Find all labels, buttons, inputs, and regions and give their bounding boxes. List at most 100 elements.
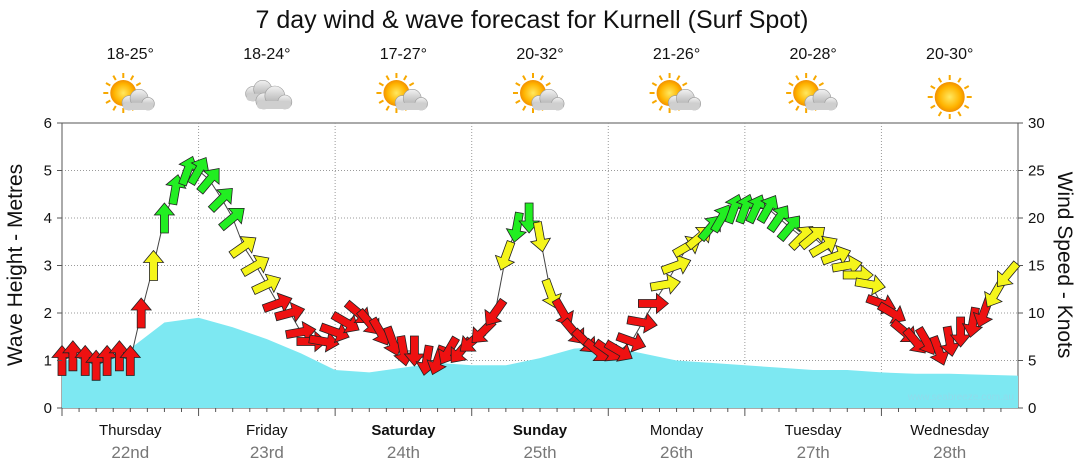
wave-height-area bbox=[62, 317, 1018, 408]
y2-tick-label: 0 bbox=[1028, 400, 1036, 417]
wind-arrow bbox=[638, 292, 670, 315]
partly-cloudy-icon bbox=[786, 73, 838, 113]
day-name: Tuesday bbox=[785, 422, 842, 439]
y-tick-label: 1 bbox=[44, 353, 52, 370]
wind-trace-segment bbox=[232, 217, 245, 247]
wind-arrow bbox=[615, 332, 647, 353]
wind-arrow bbox=[505, 211, 528, 243]
sun-ray bbox=[522, 75, 527, 81]
sun-ray bbox=[957, 77, 962, 83]
sun-ray bbox=[403, 75, 408, 81]
day-date: 26th bbox=[660, 443, 693, 462]
sun-ray bbox=[812, 75, 818, 81]
wind-arrows bbox=[51, 155, 1021, 381]
temperature-range: 18-25° bbox=[107, 46, 154, 63]
wind-arrow bbox=[196, 168, 220, 195]
y-axis-ticks: 0 1 2 3 4 5 6 bbox=[44, 115, 62, 417]
y2-tick-label: 20 bbox=[1028, 210, 1045, 227]
day-name: Sunday bbox=[513, 422, 568, 439]
day-date: 27th bbox=[797, 443, 830, 462]
wind-arrow bbox=[240, 254, 270, 278]
day-name: Friday bbox=[246, 422, 288, 439]
cloud-base bbox=[256, 101, 291, 109]
y2-tick-label: 10 bbox=[1028, 305, 1045, 322]
sun-ray bbox=[963, 104, 970, 109]
wind-arrow bbox=[484, 297, 508, 326]
sun-ray bbox=[795, 105, 800, 111]
partly-cloudy-icon bbox=[103, 73, 155, 113]
wind-arrow bbox=[130, 297, 153, 329]
sun-ray bbox=[515, 99, 521, 104]
y-tick-label: 5 bbox=[44, 163, 52, 180]
wind-arrow bbox=[854, 274, 886, 296]
day-name: Monday bbox=[650, 422, 704, 439]
wind-arrow bbox=[529, 221, 552, 253]
wind-arrow bbox=[649, 273, 681, 295]
y2-axis-label: Wind Speed - Knots bbox=[1053, 172, 1076, 359]
chart-title: 7 day wind & wave forecast for Kurnell (… bbox=[255, 6, 808, 34]
y2-tick-label: 5 bbox=[1028, 353, 1036, 370]
sun-ray bbox=[385, 75, 390, 81]
wind-arrow bbox=[776, 215, 800, 243]
day-name: Wednesday bbox=[910, 422, 989, 439]
temperature-range: 20-28° bbox=[789, 46, 836, 63]
sun-ray bbox=[788, 99, 794, 104]
sun-ray bbox=[408, 82, 415, 87]
wind-arrow bbox=[997, 260, 1021, 287]
wind-arrow bbox=[274, 301, 306, 323]
day-labels: Thursday 22nd Friday 23rd Saturday 24th Sunday… bbox=[61, 408, 1002, 462]
sun-ray bbox=[930, 85, 936, 90]
cloud-shape bbox=[394, 89, 428, 111]
sun-ray bbox=[682, 82, 688, 87]
y-tick-label: 2 bbox=[44, 305, 52, 322]
wind-arrow bbox=[330, 310, 360, 334]
wind-arrow bbox=[153, 202, 176, 234]
cloud-base bbox=[532, 102, 564, 110]
day-date: 25th bbox=[523, 443, 556, 462]
y-tick-label: 6 bbox=[44, 115, 52, 132]
temperature-range: 18-24° bbox=[243, 46, 290, 63]
day-name: Thursday bbox=[99, 422, 162, 439]
day-date: 23rd bbox=[250, 443, 284, 462]
sun-ray bbox=[930, 104, 936, 109]
cloudy-icon bbox=[245, 80, 293, 110]
y2-axis-ticks: 0 5 10 15 20 25 30 bbox=[1018, 115, 1045, 417]
sun-ray bbox=[963, 85, 970, 90]
sun-ray bbox=[522, 105, 527, 111]
temperature-range: 20-30° bbox=[926, 46, 973, 63]
sun-ray bbox=[112, 105, 117, 111]
sun-ray bbox=[818, 82, 824, 87]
sun-ray bbox=[385, 105, 390, 111]
y-tick-label: 4 bbox=[44, 210, 52, 227]
wind-arrow bbox=[251, 273, 282, 295]
temperature-range: 21-26° bbox=[653, 46, 700, 63]
sun-ray bbox=[105, 82, 111, 87]
weather-row: 18-25° 18-24° 17-27° 20-32° 21-26° 20-28° 20-3… bbox=[103, 46, 973, 119]
sun-ray bbox=[112, 75, 117, 81]
wind-arrow bbox=[808, 235, 838, 259]
sun-ray bbox=[788, 82, 794, 87]
sun-ray bbox=[378, 82, 384, 87]
wind-arrow bbox=[798, 226, 826, 251]
cloud-shape bbox=[531, 89, 565, 111]
y2-tick-label: 15 bbox=[1028, 258, 1045, 275]
cloud-base bbox=[669, 102, 700, 110]
y2-tick-label: 30 bbox=[1028, 115, 1045, 132]
sun-ray bbox=[651, 82, 658, 87]
partly-cloudy-icon bbox=[513, 73, 565, 113]
temperature-range: 20-32° bbox=[516, 46, 563, 63]
wind-arrow bbox=[603, 339, 633, 362]
wind-arrow bbox=[494, 240, 516, 271]
wind-arrow bbox=[228, 236, 257, 259]
cloud-shape bbox=[121, 89, 155, 111]
cloud-base bbox=[396, 102, 427, 110]
cloud-shape bbox=[667, 89, 701, 111]
sun-ray bbox=[105, 99, 111, 104]
sun-ray bbox=[957, 111, 962, 117]
sun-ray bbox=[658, 75, 663, 81]
wind-arrow bbox=[142, 249, 165, 281]
cloud-shape bbox=[255, 85, 293, 110]
sunny-icon bbox=[927, 75, 972, 119]
y-tick-label: 0 bbox=[44, 400, 52, 417]
sun-ray bbox=[651, 99, 658, 104]
